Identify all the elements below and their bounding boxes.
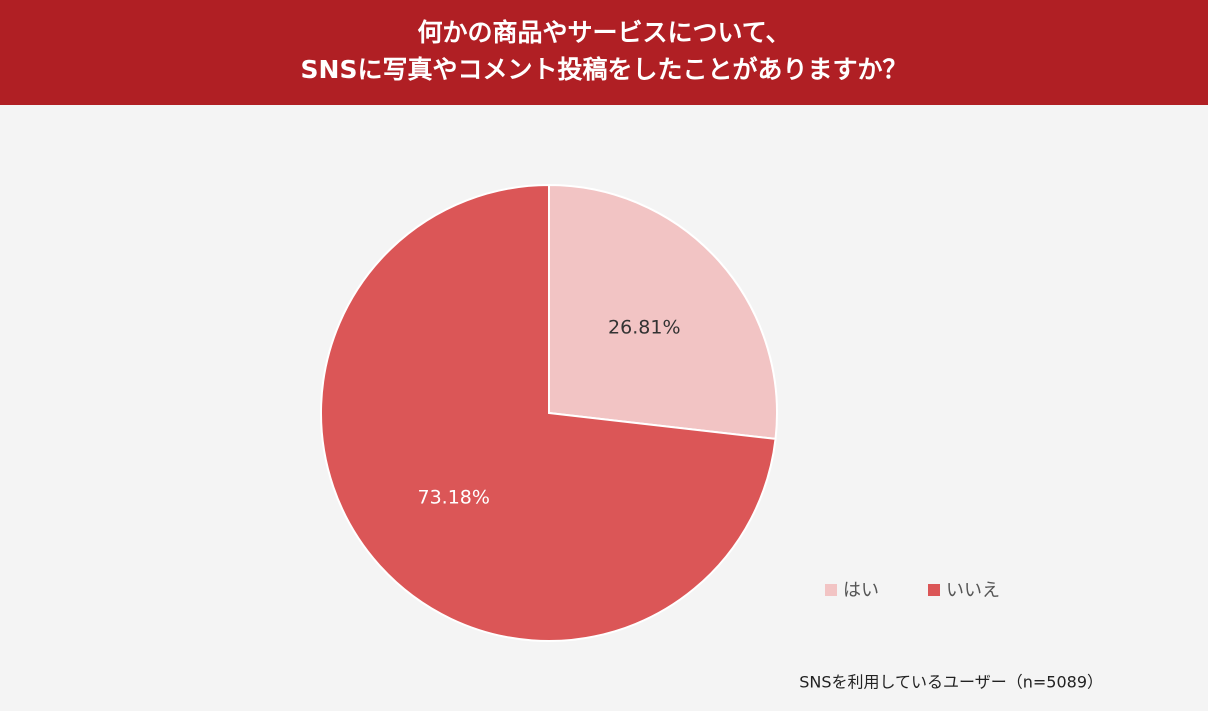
chart-title: 何かの商品やサービスについて、: [417, 18, 790, 47]
pie-slice: [548, 183, 778, 441]
legend-swatch: [928, 584, 940, 596]
legend-label: いいえ: [946, 580, 1000, 601]
legend-swatch: [825, 584, 837, 596]
legend-label: はい: [843, 580, 879, 601]
value-label: 73.18%: [417, 486, 489, 508]
pie-slice: [320, 183, 777, 642]
header-band: [0, 0, 1208, 105]
sample-note: SNSを利用しているユーザー（n=5089）: [799, 673, 1103, 692]
chart-title: SNSに写真やコメント投稿をしたことがありますか？: [301, 55, 908, 84]
value-label: 26.81%: [608, 317, 680, 339]
